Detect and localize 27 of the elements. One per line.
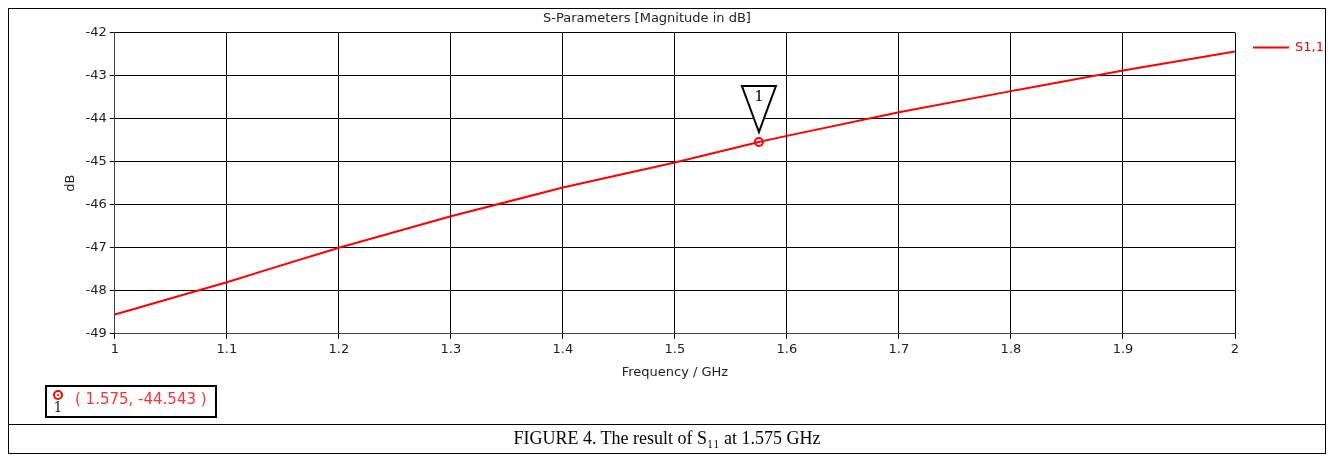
y-tick-label: -45	[85, 153, 107, 169]
y-tick-label: -49	[85, 325, 107, 341]
x-tick-label: 2	[1230, 340, 1240, 356]
y-tick-label: -46	[85, 196, 107, 212]
x-tick-label: 1.5	[664, 340, 686, 356]
y-axis-title: dB	[62, 174, 78, 192]
text: 1	[53, 399, 63, 415]
legend-label: S1,1	[1295, 38, 1324, 54]
y-tick-label: -47	[85, 239, 107, 255]
y-tick-label: -48	[85, 282, 107, 298]
y-tick-label: -43	[85, 67, 107, 82]
x-tick-label: 1.9	[1112, 340, 1134, 356]
x-tick-label: 1.4	[552, 340, 574, 356]
x-axis-title: Frequency / GHz	[621, 363, 729, 379]
x-tick-label: 1.8	[1000, 340, 1022, 356]
text: ( 1.575, -44.543 )	[75, 390, 207, 408]
x-tick-label: 1.2	[328, 340, 350, 356]
x-tick-label: 1.6	[776, 340, 798, 356]
x-tick-label: 1.7	[888, 340, 910, 356]
x-tick-label: 1.3	[440, 340, 462, 356]
x-tick-label: 1	[110, 340, 119, 356]
y-tick-label: -44	[85, 110, 107, 126]
y-tick-label: -42	[85, 23, 107, 39]
caption: FIGURE 4. The result of S₁₁ at 1.575 GHz	[9, 424, 1325, 453]
annotation: 1	[754, 86, 764, 105]
chart-title: S-Parameters [Magnitude in dB]	[543, 10, 751, 26]
x-tick-label: 1.1	[216, 340, 238, 356]
